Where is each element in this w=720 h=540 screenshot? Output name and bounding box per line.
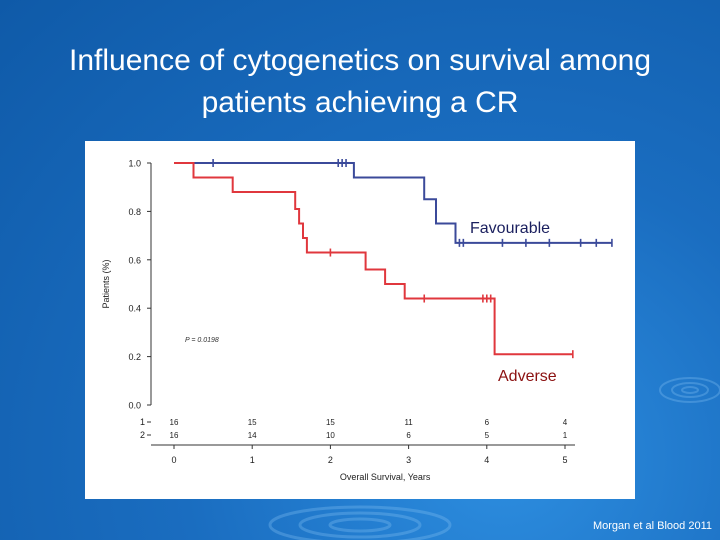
risk-table-cell: 16 xyxy=(170,418,179,427)
series-label-favourable: Favourable xyxy=(470,220,550,237)
x-tick-label: 5 xyxy=(562,455,567,465)
slide-title: Influence of cytogenetics on survival am… xyxy=(0,40,720,124)
citation: Morgan et al Blood 2011 xyxy=(592,520,712,532)
y-axis-label: Patients (%) xyxy=(101,259,111,308)
risk-table-cell: 11 xyxy=(404,418,413,427)
series-label-adverse: Adverse xyxy=(498,368,557,385)
risk-table-cell: 6 xyxy=(406,431,411,440)
risk-table-cell: 16 xyxy=(170,431,179,440)
survival-chart: 0.0 0.2 0.4 0.6 0.8 1.0 Patients (%) 0 1 2 3 4 5 Over… xyxy=(101,159,613,482)
slide-title-line-2: patients achieving a CR xyxy=(201,86,519,119)
risk-table-cell: 6 xyxy=(485,418,490,427)
y-tick-label: 1.0 xyxy=(128,159,141,169)
risk-table-cell: 14 xyxy=(248,431,257,440)
risk-table-cell: 5 xyxy=(485,431,490,440)
risk-table-cell: 10 xyxy=(326,431,335,440)
risk-table-cell: 4 xyxy=(563,418,568,427)
x-axis-label: Overall Survival, Years xyxy=(340,472,431,482)
p-value-annotation: P = 0.0198 xyxy=(185,337,219,344)
risk-table-cell: 1 xyxy=(563,431,568,440)
y-tick-label: 0.4 xyxy=(128,304,141,314)
risk-row-label: 1 xyxy=(140,417,145,427)
chart-panel: 0.0 0.2 0.4 0.6 0.8 1.0 Patients (%) 0 1 2 3 4 5 Over… xyxy=(85,141,635,499)
x-tick-label: 4 xyxy=(484,455,489,465)
x-tick-label: 1 xyxy=(250,455,255,465)
x-tick-label: 2 xyxy=(328,455,333,465)
x-tick-label: 3 xyxy=(406,455,411,465)
y-tick-label: 0.0 xyxy=(128,401,141,411)
x-tick-label: 0 xyxy=(171,455,176,465)
y-tick-label: 0.8 xyxy=(128,207,141,217)
risk-row-label: 2 xyxy=(140,430,145,440)
risk-table-cell: 15 xyxy=(248,418,257,427)
risk-table-cell: 15 xyxy=(326,418,335,427)
slide-title-line-1: Influence of cytogenetics on survival am… xyxy=(69,44,651,77)
y-tick-label: 0.6 xyxy=(128,255,141,265)
series-line-adverse xyxy=(174,162,573,356)
series-line-favourable xyxy=(174,162,612,244)
y-tick-label: 0.2 xyxy=(128,352,141,362)
